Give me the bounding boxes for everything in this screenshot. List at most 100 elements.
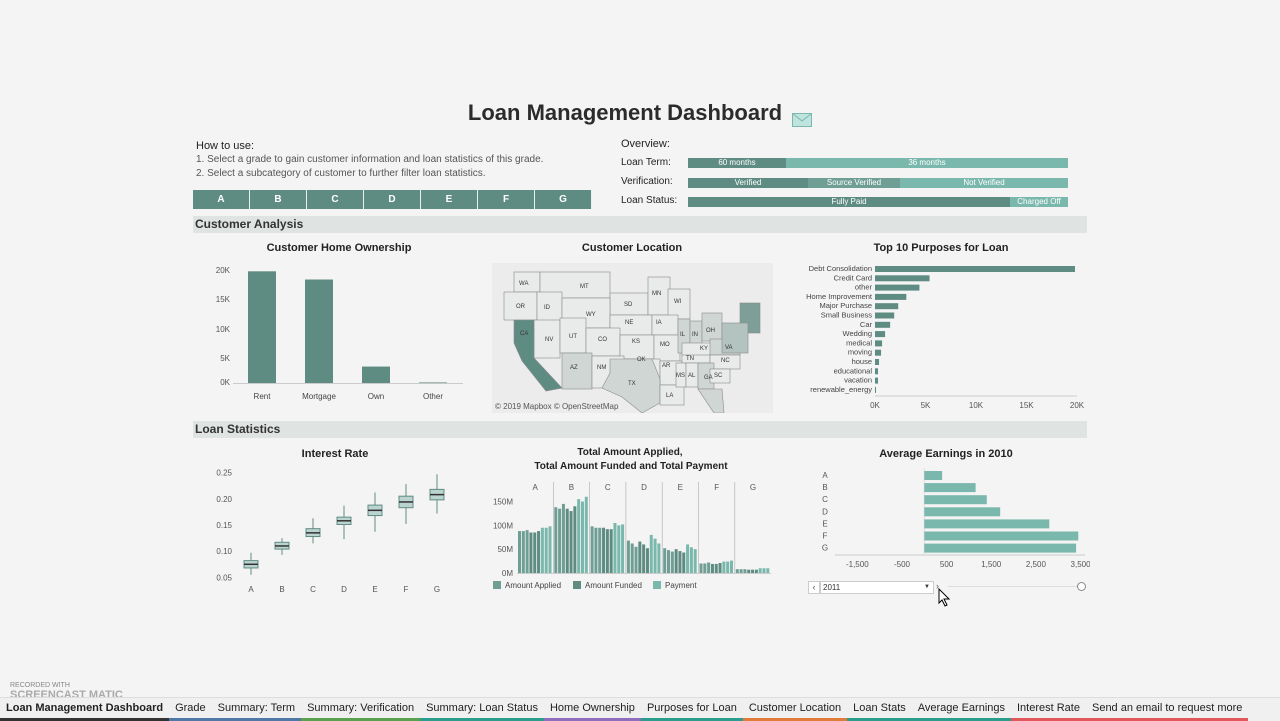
year-slider-handle[interactable]	[1077, 582, 1086, 591]
earn-ylabel: D	[822, 507, 828, 516]
grade-e-button[interactable]: E	[421, 190, 478, 209]
us-map[interactable]: WA MT OR ID SD MN WI WY NE IA NV UT CO KS MO IL IN OH…	[492, 263, 773, 413]
home-ownership-chart: Rent Mortgage Own Other	[233, 271, 463, 401]
amt-bar	[525, 530, 529, 573]
purpose-bar	[875, 386, 877, 393]
earn-ylabel: E	[822, 519, 827, 528]
tab-loan-stats[interactable]: Loan Stats	[847, 698, 912, 721]
svg-text:MO: MO	[660, 342, 670, 348]
earn-xtick: 500	[940, 560, 954, 569]
purpose-xtick: 0K	[870, 401, 880, 410]
purpose-bar	[875, 312, 895, 319]
svg-text:WI: WI	[674, 299, 682, 305]
overview-heading: Overview:	[621, 138, 670, 150]
tab-summary-loan-status[interactable]: Summary: Loan Status	[420, 698, 544, 721]
tab-summary-verification[interactable]: Summary: Verification	[301, 698, 421, 721]
amt-legend-swatch	[653, 581, 661, 589]
purpose-bar	[875, 321, 891, 328]
amt-bar	[663, 548, 667, 573]
svg-text:NV: NV	[545, 337, 553, 343]
amt-ytick: 0M	[502, 569, 513, 578]
amt-bar	[739, 569, 743, 573]
purpose-label: vacation	[844, 376, 872, 385]
grade-a-button[interactable]: A	[193, 190, 250, 209]
svg-text:MT: MT	[580, 284, 589, 290]
amt-bar	[558, 508, 562, 573]
year-select[interactable]: 2011 ▼	[820, 581, 934, 594]
charged-off-bar[interactable]: Charged Off	[1010, 197, 1068, 207]
grade-f-button[interactable]: F	[478, 190, 535, 209]
ho-bar	[362, 366, 390, 383]
purpose-bar	[875, 275, 930, 282]
amt-bar	[642, 544, 646, 573]
grade-d-button[interactable]: D	[364, 190, 421, 209]
amt-bar	[529, 532, 533, 573]
amt-bar	[707, 562, 711, 573]
tab-purposes-for-loan[interactable]: Purposes for Loan	[640, 698, 743, 721]
term-60-bar[interactable]: 60 months	[688, 158, 786, 168]
svg-text:UT: UT	[569, 334, 577, 340]
not-verified-bar[interactable]: Not Verified	[900, 178, 1068, 188]
source-verified-bar[interactable]: Source Verified	[808, 178, 900, 188]
svg-text:IN: IN	[692, 332, 698, 338]
svg-text:OK: OK	[637, 357, 646, 363]
svg-text:OR: OR	[516, 304, 526, 310]
svg-text:NE: NE	[625, 320, 633, 326]
fully-paid-bar[interactable]: Fully Paid	[688, 197, 1010, 207]
purpose-label: Home Improvement	[806, 292, 873, 301]
amt-bar	[521, 531, 525, 573]
term-36-bar[interactable]: 36 months	[786, 158, 1068, 168]
amt-bar	[540, 527, 544, 573]
purpose-bar	[875, 368, 879, 375]
earn-ylabel: B	[822, 483, 827, 492]
status-label: Loan Status:	[621, 195, 678, 206]
grade-filter: A B C D E F G	[193, 190, 592, 209]
loan-statistics-header: Loan Statistics	[193, 421, 1087, 438]
svg-text:KS: KS	[632, 339, 640, 345]
tab-send-email[interactable]: Send an email to request more	[1085, 698, 1249, 721]
amt-bar	[630, 543, 634, 573]
map-attribution: © 2019 Mapbox © OpenStreetMap	[495, 402, 619, 411]
tab-interest-rate[interactable]: Interest Rate	[1011, 698, 1086, 721]
page-title: Loan Management Dashboard	[0, 100, 1280, 128]
grade-c-button[interactable]: C	[307, 190, 364, 209]
svg-text:OH: OH	[706, 328, 715, 334]
tab-customer-location[interactable]: Customer Location	[742, 698, 848, 721]
customer-location-title: Customer Location	[581, 242, 683, 254]
purpose-label: renewable_energy	[810, 385, 872, 394]
tab-summary-term[interactable]: Summary: Term	[211, 698, 302, 721]
amt-legend-label: Payment	[665, 581, 697, 590]
amt-bar	[653, 538, 657, 573]
tab-loan-management-dashboard[interactable]: Loan Management Dashboard	[0, 698, 170, 721]
grade-b-button[interactable]: B	[250, 190, 307, 209]
earn-bar	[924, 507, 1001, 517]
how-to-panel: How to use: 1. Select a grade to gain cu…	[196, 139, 543, 181]
ir-ytick: 0.25	[216, 469, 232, 478]
amt-bar	[609, 529, 613, 573]
chevron-down-icon: ▼	[924, 584, 930, 590]
svg-text:WA: WA	[519, 281, 528, 287]
purpose-label: Wedding	[843, 329, 872, 338]
earn-bar	[924, 471, 943, 480]
how-to-heading: How to use:	[196, 140, 255, 152]
grade-g-button[interactable]: G	[535, 190, 592, 209]
svg-text:MN: MN	[652, 291, 661, 297]
next-year-button[interactable]: ›	[936, 581, 939, 591]
purpose-bar	[875, 377, 879, 384]
year-slider-track[interactable]	[948, 586, 1081, 587]
tab-average-earnings[interactable]: Average Earnings	[911, 698, 1011, 721]
interest-rate-title: Interest Rate	[301, 448, 369, 460]
how-to-line1: 1. Select a grade to gain customer infor…	[196, 154, 544, 165]
amt-group-label: B	[569, 483, 574, 492]
amt-bar	[729, 560, 733, 573]
tab-grade[interactable]: Grade	[169, 698, 212, 721]
amt-bar	[686, 544, 690, 573]
amt-bar	[762, 568, 766, 573]
tab-home-ownership[interactable]: Home Ownership	[543, 698, 641, 721]
earn-bar	[924, 495, 987, 505]
verified-bar[interactable]: Verified	[688, 178, 808, 188]
amt-ytick: 150M	[493, 498, 513, 507]
prev-year-button[interactable]: ‹	[808, 581, 820, 594]
mail-icon[interactable]	[792, 107, 813, 128]
